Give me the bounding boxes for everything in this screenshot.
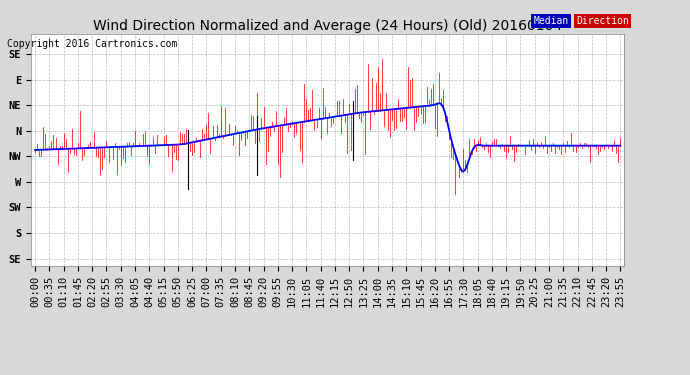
Text: Direction: Direction xyxy=(576,16,629,26)
Text: Median: Median xyxy=(533,16,569,26)
Title: Wind Direction Normalized and Average (24 Hours) (Old) 20160104: Wind Direction Normalized and Average (2… xyxy=(93,19,562,33)
Text: Copyright 2016 Cartronics.com: Copyright 2016 Cartronics.com xyxy=(7,39,177,49)
